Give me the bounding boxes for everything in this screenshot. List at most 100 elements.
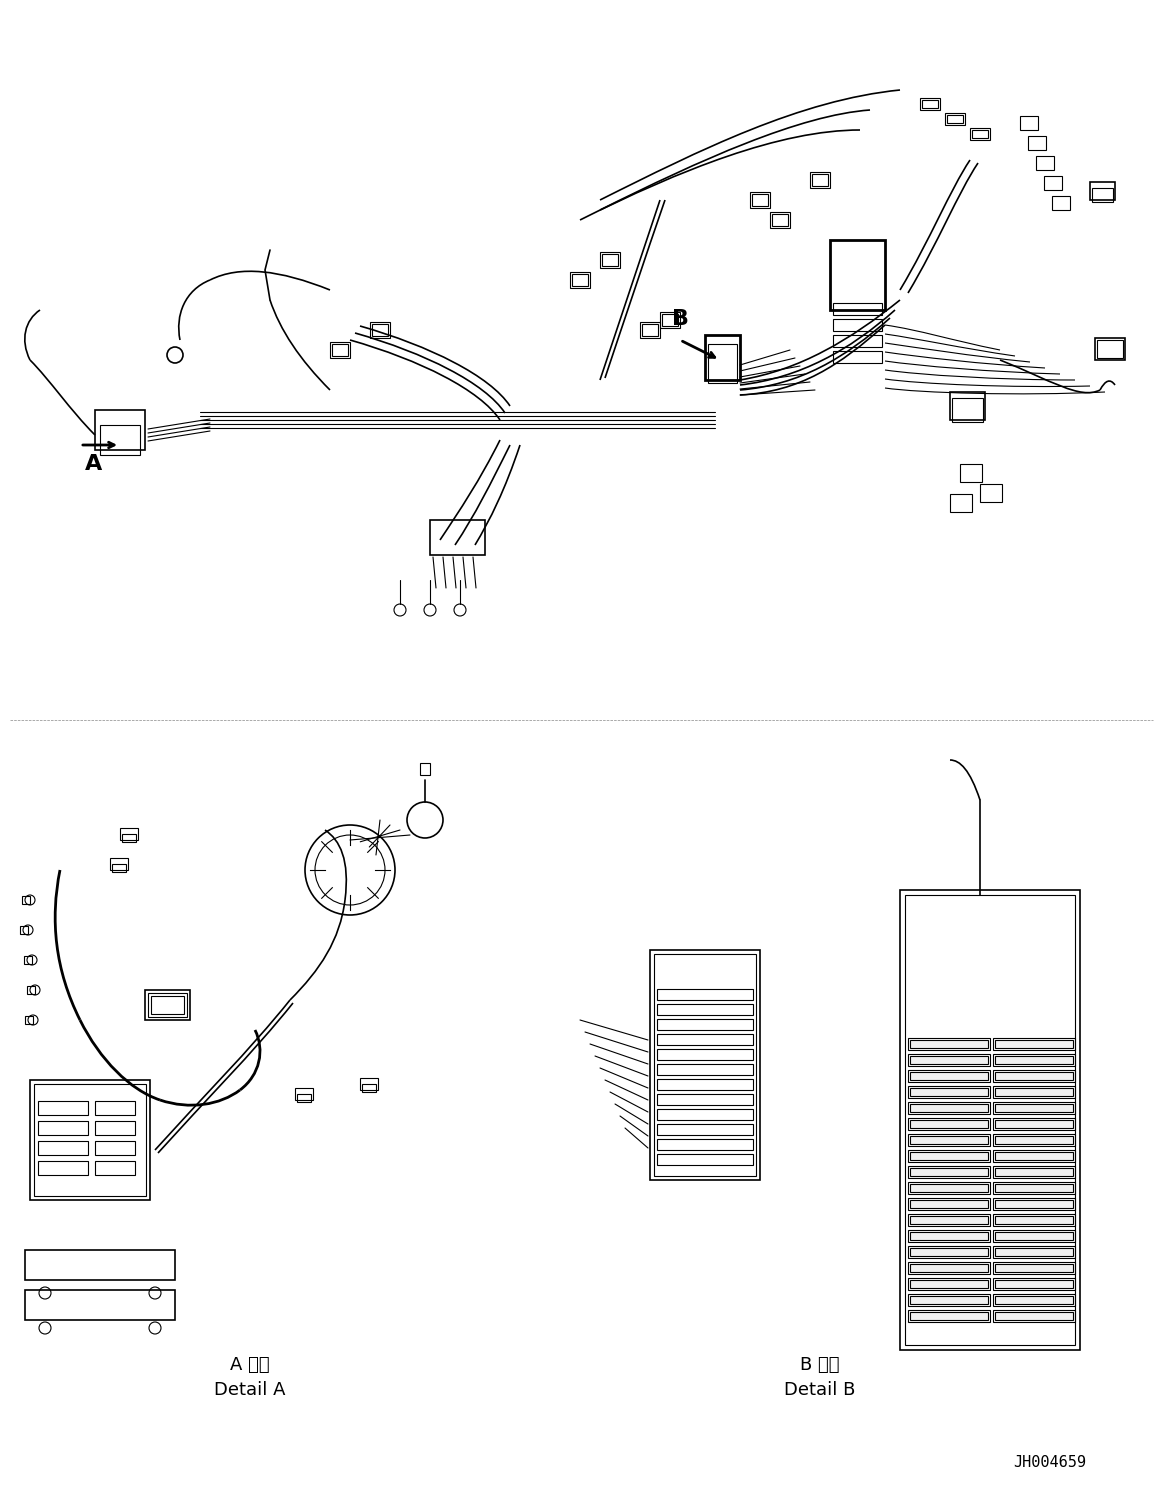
Text: A 詳細: A 詳細 (230, 1356, 270, 1373)
Bar (657, 1079, 752, 1091)
Bar (295, 1088, 313, 1100)
Bar (908, 1262, 990, 1274)
Bar (95, 411, 145, 449)
Bar (980, 484, 1003, 501)
Bar (993, 1181, 1075, 1193)
Bar (430, 519, 485, 555)
Bar (993, 1150, 1075, 1162)
Bar (120, 827, 138, 841)
Bar (920, 98, 940, 110)
Bar (572, 274, 588, 286)
Bar (908, 1181, 990, 1193)
Bar (659, 312, 680, 327)
Bar (993, 1231, 1075, 1242)
Bar (24, 955, 33, 964)
Bar (22, 896, 30, 905)
Bar (657, 1138, 752, 1150)
Bar (959, 464, 982, 482)
Bar (993, 1070, 1075, 1082)
Bar (909, 1104, 989, 1112)
Bar (30, 1080, 150, 1199)
Bar (657, 1004, 752, 1015)
Bar (297, 1094, 311, 1103)
Bar (993, 1054, 1075, 1065)
Bar (95, 1120, 135, 1135)
Bar (900, 890, 1080, 1350)
Bar (908, 1198, 990, 1210)
Bar (909, 1199, 989, 1208)
Bar (145, 990, 190, 1019)
Bar (657, 1064, 752, 1074)
Bar (996, 1104, 1073, 1112)
Bar (909, 1135, 989, 1144)
Bar (1020, 116, 1039, 129)
Bar (909, 1248, 989, 1256)
Bar (908, 1231, 990, 1242)
Bar (833, 318, 882, 330)
Bar (908, 1278, 990, 1290)
Bar (420, 763, 430, 775)
Bar (909, 1296, 989, 1303)
Bar (1028, 135, 1046, 150)
Bar (993, 1245, 1075, 1257)
Bar (993, 1134, 1075, 1146)
Bar (657, 1049, 752, 1059)
Bar (909, 1216, 989, 1225)
Bar (996, 1184, 1073, 1192)
Bar (908, 1295, 990, 1306)
Bar (909, 1232, 989, 1240)
Bar (908, 1039, 990, 1051)
Bar (905, 894, 1075, 1345)
Bar (1036, 156, 1054, 170)
Bar (909, 1184, 989, 1192)
Bar (972, 129, 989, 138)
Bar (331, 344, 348, 356)
Text: B 詳細: B 詳細 (800, 1356, 840, 1373)
Text: Detail B: Detail B (784, 1381, 856, 1399)
Bar (908, 1134, 990, 1146)
Bar (642, 324, 658, 336)
Bar (654, 954, 756, 1176)
Bar (996, 1248, 1073, 1256)
Bar (705, 335, 740, 379)
Bar (772, 214, 789, 226)
Bar (657, 1019, 752, 1030)
Bar (38, 1141, 88, 1155)
Bar (970, 128, 990, 140)
Bar (330, 342, 350, 359)
Bar (95, 1161, 135, 1176)
Bar (833, 351, 882, 363)
Bar (909, 1088, 989, 1097)
Bar (993, 1167, 1075, 1178)
Bar (996, 1135, 1073, 1144)
Bar (922, 100, 939, 109)
Bar (38, 1101, 88, 1115)
Bar (833, 335, 882, 347)
Bar (993, 1262, 1075, 1274)
Bar (996, 1056, 1073, 1064)
Bar (993, 1039, 1075, 1051)
Bar (640, 321, 659, 338)
Bar (993, 1103, 1075, 1115)
Bar (770, 211, 790, 228)
Bar (752, 193, 768, 205)
Bar (1096, 338, 1125, 360)
Bar (996, 1152, 1073, 1161)
Bar (996, 1120, 1073, 1128)
Bar (112, 865, 126, 872)
Bar (657, 990, 752, 1000)
Bar (600, 251, 620, 268)
Bar (27, 987, 35, 994)
Bar (996, 1312, 1073, 1320)
Bar (952, 397, 983, 423)
Bar (996, 1232, 1073, 1240)
Bar (1044, 176, 1062, 190)
Text: A: A (85, 454, 102, 475)
Bar (908, 1070, 990, 1082)
Bar (908, 1117, 990, 1129)
Bar (909, 1168, 989, 1176)
Bar (570, 272, 590, 289)
Bar (993, 1309, 1075, 1321)
Bar (24, 1250, 174, 1280)
Bar (950, 391, 985, 420)
